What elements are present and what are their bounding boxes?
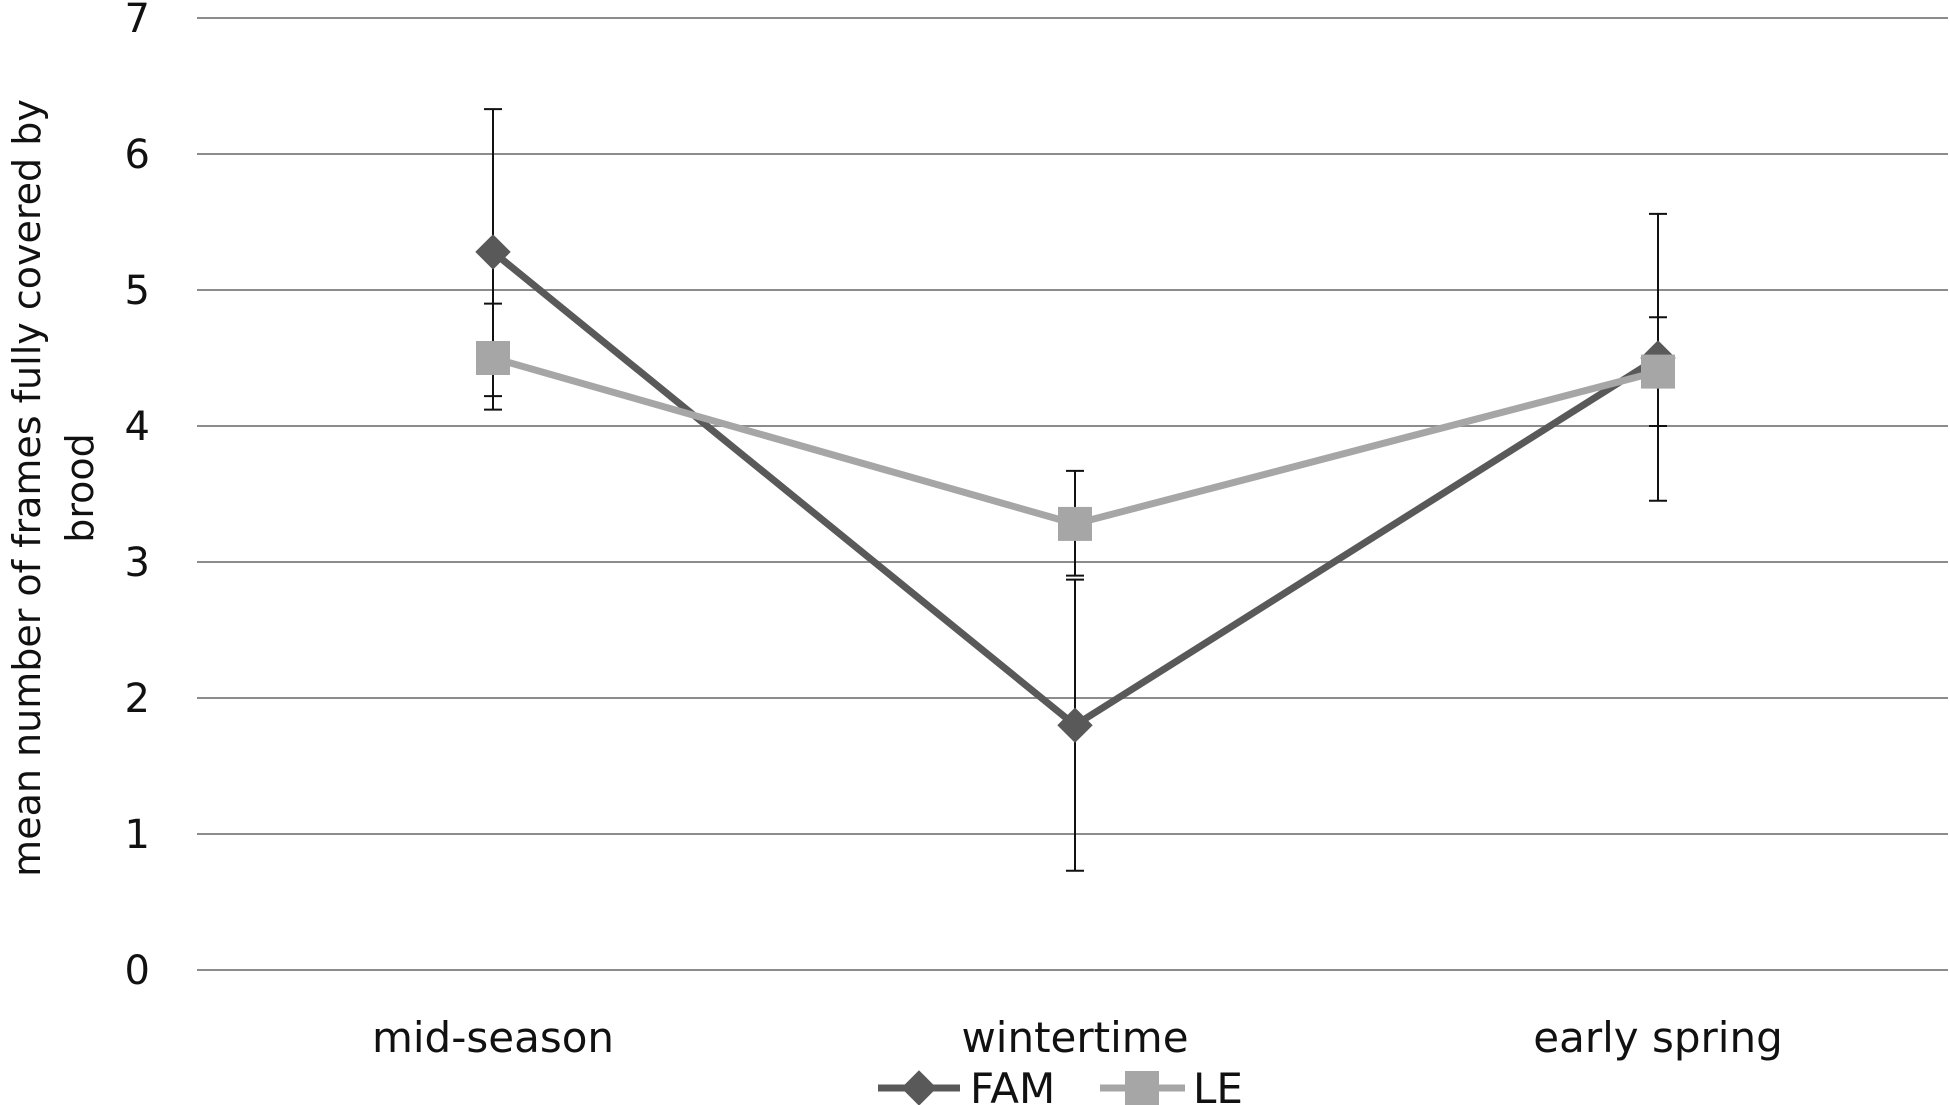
data-point-le [476,341,510,375]
y-tick-labels: 0 1 2 3 4 5 6 7 [125,0,150,994]
y-tick-label: 4 [125,404,150,450]
error-bars [484,108,1667,872]
y-tick-label: 6 [125,132,150,178]
x-category-label: early spring [1533,1013,1782,1062]
x-category-labels: mid-season wintertime early spring [372,1013,1783,1062]
y-tick-label: 0 [125,948,150,994]
y-tick-label: 1 [125,812,150,858]
legend-label: FAM [970,1064,1055,1105]
y-tick-label: 7 [125,0,150,42]
y-tick-label: 2 [125,676,150,722]
series-markers [475,234,1676,743]
y-tick-label: 3 [125,540,150,586]
x-category-label: wintertime [961,1013,1188,1062]
x-category-label: mid-season [372,1013,614,1062]
gridlines [197,17,1948,971]
data-point-le [1058,506,1092,541]
y-axis-title-line2: brood [58,433,102,543]
legend: FAM LE [878,1064,1243,1105]
y-tick-label: 5 [125,268,150,314]
data-point-fam [1057,707,1093,743]
legend-marker [1125,1071,1159,1105]
legend-entry-le: LE [1100,1064,1243,1105]
y-axis-title: mean number of frames fully covered by [5,99,49,877]
data-point-le [1641,354,1675,389]
legend-marker [901,1070,937,1105]
legend-label: LE [1193,1064,1243,1105]
legend-entry-fam: FAM [878,1064,1055,1105]
data-point-fam [475,234,511,270]
